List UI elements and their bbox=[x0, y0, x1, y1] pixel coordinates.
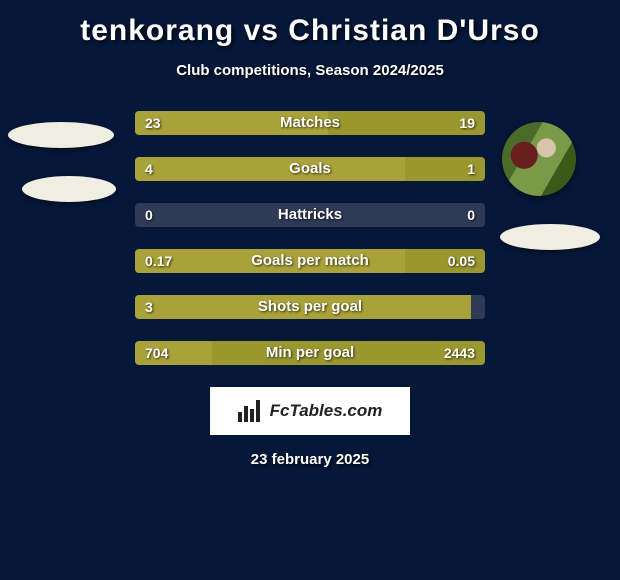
stat-row: 0.170.05Goals per match bbox=[135, 249, 485, 273]
avatar-image bbox=[502, 122, 576, 196]
stat-label: Hattricks bbox=[135, 203, 485, 227]
stat-row: 41Goals bbox=[135, 157, 485, 181]
stat-row: 7042443Min per goal bbox=[135, 341, 485, 365]
subtitle: Club competitions, Season 2024/2025 bbox=[0, 62, 620, 79]
logo-bars-icon bbox=[238, 400, 264, 422]
player-ellipse bbox=[500, 224, 600, 250]
player-ellipse bbox=[8, 122, 114, 148]
stats-container: 2319Matches 41Goals 00Hattricks 0.170.05Goa… bbox=[135, 111, 485, 365]
stat-label: Goals per match bbox=[135, 249, 485, 273]
stat-row: 00Hattricks bbox=[135, 203, 485, 227]
player-avatar bbox=[502, 122, 576, 196]
date-line: 23 february 2025 bbox=[0, 451, 620, 468]
stat-row: 2319Matches bbox=[135, 111, 485, 135]
stat-label: Goals bbox=[135, 157, 485, 181]
logo-box: FcTables.com bbox=[210, 387, 410, 435]
stat-row: 3Shots per goal bbox=[135, 295, 485, 319]
logo-text: FcTables.com bbox=[270, 401, 383, 421]
stat-label: Shots per goal bbox=[135, 295, 485, 319]
stat-label: Min per goal bbox=[135, 341, 485, 365]
stat-label: Matches bbox=[135, 111, 485, 135]
page-title: tenkorang vs Christian D'Urso bbox=[0, 0, 620, 48]
player-ellipse bbox=[22, 176, 116, 202]
